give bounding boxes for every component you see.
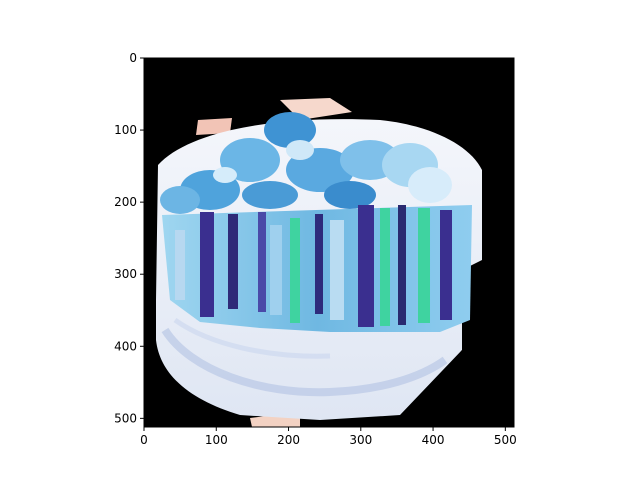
y-tick-label: 300	[114, 267, 137, 281]
sandwich-photo	[144, 58, 514, 427]
chips	[160, 112, 452, 214]
y-tick-label: 100	[114, 123, 137, 137]
sandwich	[162, 205, 472, 332]
y-tick-label: 400	[114, 339, 137, 353]
x-tick-label: 300	[349, 433, 372, 447]
x-axis: 0 100 200 300 400 500	[140, 427, 517, 447]
corner-bottom-left	[144, 380, 250, 427]
y-axis: 0 100 200 300 400 500	[114, 51, 144, 425]
x-tick-label: 400	[422, 433, 445, 447]
corner-bottom-right	[400, 350, 514, 427]
x-tick-label: 200	[277, 433, 300, 447]
x-tick-label: 0	[140, 433, 148, 447]
table-patch-top	[196, 118, 232, 135]
axes-frame	[143, 57, 515, 428]
plate-inner-shadow	[173, 317, 331, 359]
y-tick-label: 0	[129, 51, 137, 65]
x-tick-label: 100	[205, 433, 228, 447]
plate-rim-shadow	[161, 327, 448, 397]
y-tick-label: 500	[114, 411, 137, 425]
y-tick-label: 200	[114, 195, 137, 209]
x-tick-label: 500	[494, 433, 517, 447]
